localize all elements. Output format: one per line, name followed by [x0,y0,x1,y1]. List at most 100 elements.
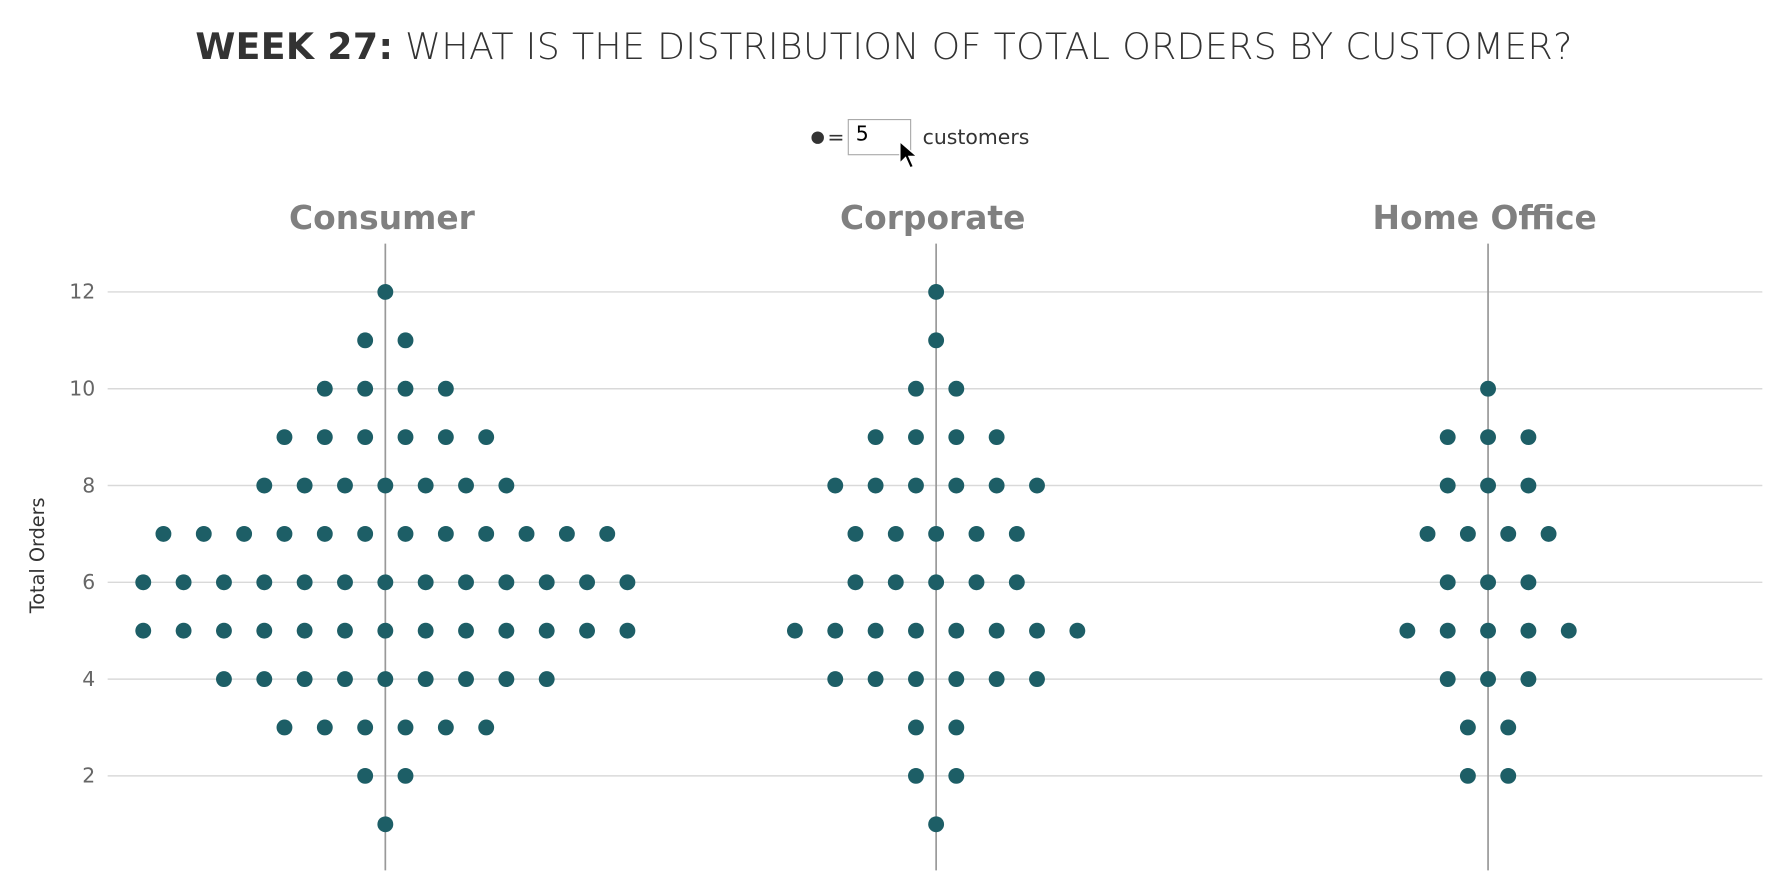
data-dot [1520,622,1537,639]
data-dot [417,574,434,591]
data-dot [377,284,394,300]
data-dot [296,622,313,639]
data-dot [1480,380,1496,397]
data-dot [357,719,374,736]
data-dot [337,671,353,688]
title-week: WEEK 27: [195,24,394,68]
data-dot [908,380,924,397]
data-dot [928,525,945,542]
data-dot [1520,477,1537,494]
data-dot [1008,574,1025,591]
data-dot [928,574,945,591]
data-dot [988,671,1005,688]
data-dot [1520,574,1537,591]
data-dot [988,477,1005,494]
data-dot [437,429,454,446]
data-dot [316,719,333,736]
data-dot [296,477,313,494]
data-dot [175,574,192,591]
data-dot [827,622,844,639]
data-dot [1500,525,1517,542]
customers-per-dot-input[interactable]: 5 [847,118,919,169]
data-dot [1439,574,1456,591]
data-dot [908,671,924,688]
customers-per-dot-value: 5 [855,122,869,147]
data-dot [236,525,253,542]
mouse-cursor-icon [899,140,919,169]
data-dot [908,622,924,639]
data-dot [377,622,394,639]
panel-header-corporate: Corporate [840,198,1025,237]
data-dot [437,719,454,736]
data-dot [948,477,965,494]
data-dot [619,574,636,591]
data-dot [135,574,152,591]
data-dot [847,525,864,542]
data-dot [1459,719,1476,736]
data-dot [498,622,515,639]
data-dot [458,622,474,639]
data-dot [579,574,595,591]
data-dot [397,719,414,736]
data-dot [1480,671,1496,688]
data-dot [1029,622,1045,639]
data-dot [377,816,394,833]
data-dot [478,429,495,446]
data-dot [478,719,495,736]
data-dot [827,477,844,494]
data-dot [867,671,884,688]
data-dot [908,477,924,494]
y-tick-label: 2 [82,764,95,788]
page-title: WEEK 27: WHAT IS THE DISTRIBUTION OF TOT… [0,25,1768,68]
data-dot [1500,767,1517,784]
y-axis-label: Total Orders [26,497,49,614]
data-dot [377,574,394,591]
data-dot [437,380,454,397]
data-dot [867,622,884,639]
data-dot [397,429,414,446]
data-dot [216,622,232,639]
data-dot [1540,525,1557,542]
data-dot [256,671,273,688]
data-dot [337,477,353,494]
data-dot [1500,719,1517,736]
data-dot [1439,622,1456,639]
data-dot [1459,525,1476,542]
data-dot [478,525,495,542]
data-dot [786,622,803,639]
data-dot [316,525,333,542]
data-dot [216,671,232,688]
data-dot [1520,429,1537,446]
data-dot [908,429,924,446]
data-dot [357,429,374,446]
data-dot [1029,671,1045,688]
data-dot [397,332,414,349]
data-dot [458,477,474,494]
data-dot [397,525,414,542]
data-dot [928,284,945,300]
data-dot [1480,574,1496,591]
y-tick-label: 8 [82,473,95,497]
data-dot [988,622,1005,639]
data-dot [948,380,965,397]
data-dot [948,429,965,446]
data-dot [1069,622,1086,639]
data-dot [195,525,212,542]
data-dot [175,622,192,639]
data-dot [887,574,904,591]
data-dot [948,622,965,639]
data-dot [599,525,616,542]
data-dot [1439,477,1456,494]
dot-icon [811,130,824,144]
data-dot [256,477,273,494]
data-dot [518,525,535,542]
data-dot [867,477,884,494]
data-dot [397,767,414,784]
panel-header-home-office: Home Office [1372,198,1596,237]
data-dot [1439,671,1456,688]
data-dot [1560,622,1577,639]
data-dot [928,816,945,833]
y-tick-label: 6 [82,570,95,594]
data-dot [337,574,353,591]
data-dot [827,671,844,688]
